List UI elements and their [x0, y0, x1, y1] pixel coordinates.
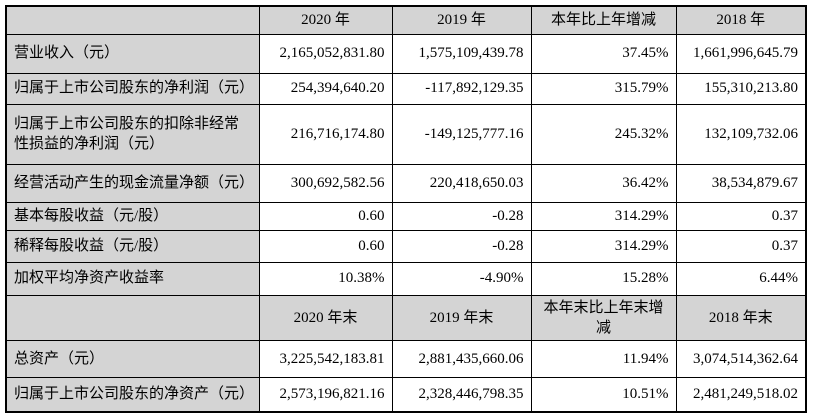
row-label: 加权平均净资产收益率 — [5, 261, 260, 296]
cell-2020: 3,225,542,183.81 — [258, 340, 393, 378]
cell-2018: 1,661,996,645.79 — [675, 33, 807, 74]
cell-change: 315.79% — [530, 72, 677, 105]
header-end-2020: 2020 年末 — [258, 294, 393, 341]
cell-2020: 254,394,640.20 — [258, 72, 393, 105]
table-header-year-end: 2020 年末 2019 年末 本年末比上年末增减 2018 年末 — [5, 294, 807, 341]
table-row-weighted-avg-roe: 加权平均净资产收益率 10.38% -4.90% 15.28% 6.44% — [5, 261, 807, 296]
header-year-end-change: 本年末比上年末增减 — [530, 294, 677, 341]
cell-change: 245.32% — [530, 103, 677, 165]
cell-2019: -117,892,129.35 — [391, 72, 532, 105]
table-row-operating-cash-flow: 经营活动产生的现金流量净额（元） 300,692,582.56 220,418,… — [5, 163, 807, 203]
cell-change: 10.51% — [530, 377, 677, 412]
cell-change: 11.94% — [530, 340, 677, 378]
cell-2018: 155,310,213.80 — [675, 72, 807, 105]
cell-2020: 216,716,174.80 — [258, 103, 393, 165]
cell-2020: 0.60 — [258, 229, 393, 263]
header-corner-cell — [5, 5, 260, 35]
cell-change: 314.29% — [530, 229, 677, 263]
row-label: 稀释每股收益（元/股） — [5, 229, 260, 263]
cell-2019: -0.28 — [391, 201, 532, 231]
table-row-diluted-eps: 稀释每股收益（元/股） 0.60 -0.28 314.29% 0.37 — [5, 229, 807, 263]
cell-2020: 2,573,196,821.16 — [258, 377, 393, 412]
cell-2020: 300,692,582.56 — [258, 163, 393, 203]
row-label: 营业收入（元） — [5, 33, 260, 74]
header-year-2018: 2018 年 — [675, 5, 807, 35]
cell-2019: 1,575,109,439.78 — [391, 33, 532, 74]
table-row-net-profit: 归属于上市公司股东的净利润（元） 254,394,640.20 -117,892… — [5, 72, 807, 105]
table-row-net-profit-excl-nonrecurring: 归属于上市公司股东的扣除非经常性损益的净利润（元） 216,716,174.80… — [5, 103, 807, 165]
row-label: 归属于上市公司股东的扣除非经常性损益的净利润（元） — [5, 103, 260, 165]
header-year-2019: 2019 年 — [391, 5, 532, 35]
header-end-2019: 2019 年末 — [391, 294, 532, 341]
cell-2020: 0.60 — [258, 201, 393, 231]
header-year-2020: 2020 年 — [258, 5, 393, 35]
cell-2018: 0.37 — [675, 201, 807, 231]
cell-2019: -0.28 — [391, 229, 532, 263]
row-label: 基本每股收益（元/股） — [5, 201, 260, 231]
key-financial-indicators-table: 2020 年 2019 年 本年比上年增减 2018 年 营业收入（元） 2,1… — [5, 5, 807, 413]
header-corner-cell — [5, 294, 260, 341]
cell-2018: 132,109,732.06 — [675, 103, 807, 165]
header-end-2018: 2018 年末 — [675, 294, 807, 341]
cell-change: 37.45% — [530, 33, 677, 74]
cell-2019: -4.90% — [391, 261, 532, 296]
cell-2018: 38,534,879.67 — [675, 163, 807, 203]
cell-2019: 2,881,435,660.06 — [391, 340, 532, 378]
cell-2020: 2,165,052,831.80 — [258, 33, 393, 74]
cell-2019: 2,328,446,798.35 — [391, 377, 532, 412]
cell-2018: 0.37 — [675, 229, 807, 263]
cell-2019: -149,125,777.16 — [391, 103, 532, 165]
financial-indicators-document: 2020 年 2019 年 本年比上年增减 2018 年 营业收入（元） 2,1… — [5, 5, 809, 413]
row-label: 归属于上市公司股东的净利润（元） — [5, 72, 260, 105]
row-label: 经营活动产生的现金流量净额（元） — [5, 163, 260, 203]
table-row-operating-revenue: 营业收入（元） 2,165,052,831.80 1,575,109,439.7… — [5, 33, 807, 74]
table-row-basic-eps: 基本每股收益（元/股） 0.60 -0.28 314.29% 0.37 — [5, 201, 807, 231]
cell-change: 314.29% — [530, 201, 677, 231]
cell-change: 36.42% — [530, 163, 677, 203]
cell-2018: 2,481,249,518.02 — [675, 377, 807, 412]
cell-2019: 220,418,650.03 — [391, 163, 532, 203]
row-label: 总资产（元） — [5, 340, 260, 378]
table-row-net-assets: 归属于上市公司股东的净资产（元） 2,573,196,821.16 2,328,… — [5, 377, 807, 412]
row-label: 归属于上市公司股东的净资产（元） — [5, 377, 260, 412]
table-row-total-assets: 总资产（元） 3,225,542,183.81 2,881,435,660.06… — [5, 340, 807, 378]
table-header-annual: 2020 年 2019 年 本年比上年增减 2018 年 — [5, 5, 807, 35]
cell-2020: 10.38% — [258, 261, 393, 296]
cell-2018: 6.44% — [675, 261, 807, 296]
header-yoy-change: 本年比上年增减 — [530, 5, 677, 35]
cell-2018: 3,074,514,362.64 — [675, 340, 807, 378]
cell-change: 15.28% — [530, 261, 677, 296]
